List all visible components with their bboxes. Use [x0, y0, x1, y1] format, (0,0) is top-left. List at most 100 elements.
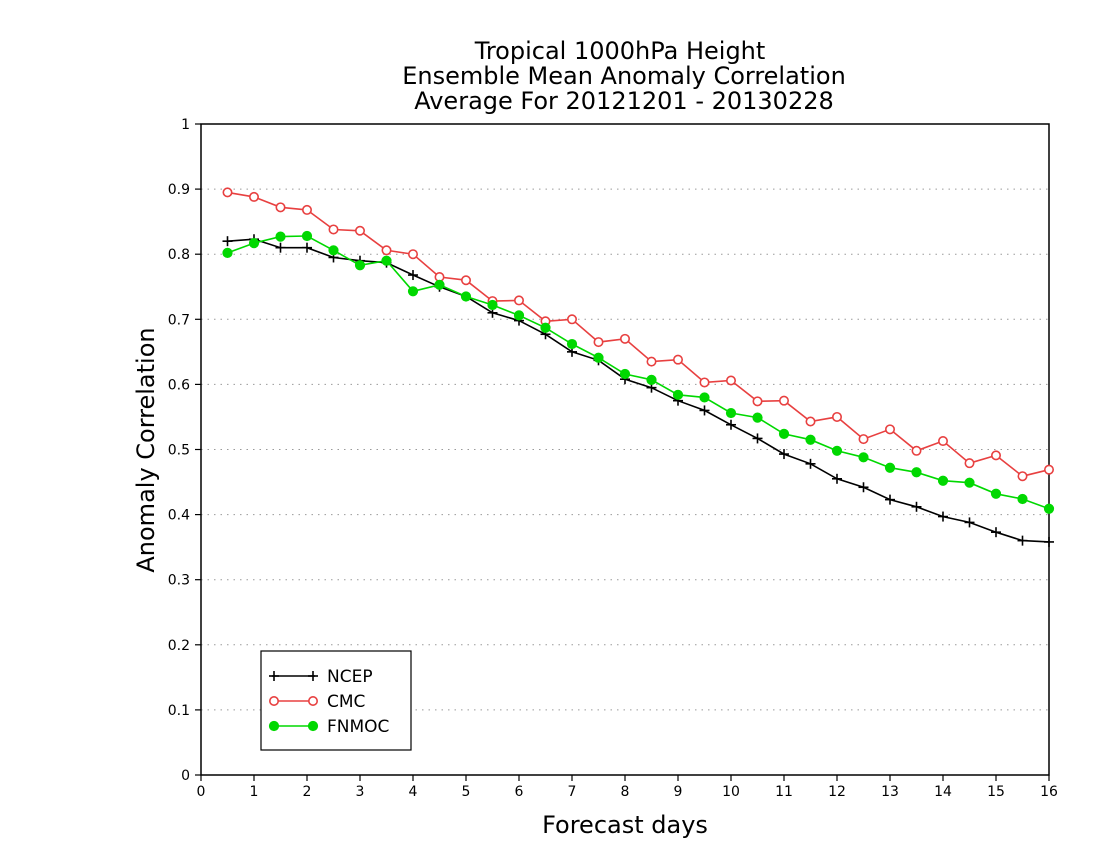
data-point-ncep: [1017, 535, 1028, 546]
data-point-cmc: [990, 450, 1001, 461]
data-point-fnmoc: [407, 286, 419, 297]
data-point-fnmoc: [540, 322, 551, 333]
data-point-cmc: [725, 375, 736, 386]
series-ncep: [222, 234, 1054, 547]
data-point-ncep: [1044, 536, 1054, 547]
y-tick-label: 1: [181, 117, 190, 133]
data-point-ncep: [779, 449, 789, 460]
title-line-2: Ensemble Mean Anomaly Correlation: [402, 62, 846, 90]
data-point-fnmoc: [566, 338, 578, 350]
data-point-cmc: [778, 395, 789, 406]
data-point-fnmoc: [619, 368, 631, 380]
x-axis-title: Forecast days: [542, 811, 708, 839]
x-tick-label: 16: [1040, 784, 1058, 800]
data-point-cmc: [354, 225, 365, 236]
legend-label-ncep: NCEP: [327, 667, 373, 687]
y-tick-label: 0.7: [168, 312, 190, 328]
data-point-ncep: [832, 473, 842, 484]
data-point-ncep: [726, 419, 736, 430]
legend-label-cmc: CMC: [327, 692, 365, 712]
legend-label-fnmoc: FNMOC: [327, 717, 389, 737]
x-tick-label: 2: [303, 784, 312, 800]
data-point-fnmoc: [752, 412, 763, 423]
series-cmc: [222, 187, 1055, 482]
data-point-ncep: [805, 458, 816, 469]
data-point-fnmoc: [328, 245, 339, 256]
data-point-cmc: [513, 295, 524, 306]
title-line-1: Tropical 1000hPa Height: [474, 37, 766, 65]
data-point-fnmoc: [381, 255, 392, 266]
data-point-cmc: [381, 245, 392, 256]
data-point-cmc: [831, 411, 842, 422]
x-tick-label: 4: [409, 784, 418, 800]
x-axis-ticks: 0 1 2 3 4 5 6 7 8 9 10 11 12 13 14 15 16: [197, 775, 1058, 800]
data-point-ncep: [991, 527, 1001, 538]
y-tick-label: 0.9: [168, 182, 190, 198]
x-tick-label: 10: [722, 784, 740, 800]
data-point-fnmoc: [434, 279, 445, 290]
title-line-3: Average For 20121201 - 20130228: [414, 87, 834, 115]
data-point-fnmoc: [275, 231, 286, 242]
y-tick-label: 0.3: [168, 573, 190, 589]
series-line-fnmoc: [227, 235, 1050, 510]
data-point-cmc: [222, 187, 233, 198]
data-point-fnmoc: [593, 352, 604, 363]
series-layer: [222, 187, 1055, 547]
data-point-fnmoc: [725, 407, 737, 419]
legend-item-fnmoc: FNMOC: [268, 717, 389, 737]
y-axis-title: Anomaly Correlation: [132, 327, 160, 572]
data-point-fnmoc: [460, 291, 472, 302]
x-tick-label: 9: [674, 784, 683, 800]
y-tick-label: 0.6: [168, 377, 190, 393]
x-tick-label: 12: [828, 784, 846, 800]
data-point-ncep: [302, 242, 312, 253]
data-point-cmc: [407, 249, 418, 260]
plot-frame: [200, 123, 1050, 776]
data-point-fnmoc: [487, 299, 498, 311]
x-tick-label: 11: [775, 784, 793, 800]
data-point-cmc: [460, 275, 471, 286]
data-point-fnmoc: [646, 374, 657, 385]
data-point-cmc: [566, 314, 577, 325]
y-tick-label: 0: [181, 768, 190, 784]
legend-marker-start: [268, 720, 280, 732]
data-point-ncep: [752, 433, 763, 444]
data-point-cmc: [619, 333, 630, 344]
data-point-cmc: [911, 445, 922, 456]
x-tick-label: 6: [515, 784, 524, 800]
data-point-cmc: [858, 434, 869, 445]
x-tick-label: 1: [250, 784, 259, 800]
data-point-fnmoc: [699, 392, 710, 403]
data-point-ncep: [275, 242, 286, 253]
legend-marker-start: [268, 695, 279, 706]
data-point-ncep: [408, 270, 418, 281]
legend: NCEP CMC FNMOC: [260, 650, 412, 751]
data-point-ncep: [858, 482, 869, 493]
x-tick-label: 15: [987, 784, 1005, 800]
y-tick-label: 0.1: [168, 703, 190, 719]
data-point-fnmoc: [513, 310, 525, 321]
data-point-cmc: [884, 424, 895, 435]
data-point-cmc: [249, 191, 260, 202]
y-tick-label: 0.4: [168, 508, 190, 524]
legend-marker-end: [308, 671, 318, 681]
data-point-fnmoc: [248, 238, 260, 249]
x-tick-label: 5: [462, 784, 471, 800]
data-point-ncep: [938, 511, 948, 522]
data-point-fnmoc: [1043, 503, 1055, 514]
series-line-ncep: [227, 238, 1050, 543]
y-tick-label: 0.5: [168, 443, 190, 459]
data-point-fnmoc: [937, 475, 949, 486]
data-point-fnmoc: [884, 462, 896, 473]
data-point-ncep: [222, 236, 233, 247]
series-fnmoc: [222, 230, 1055, 514]
data-point-fnmoc: [222, 247, 233, 258]
data-point-cmc: [646, 356, 657, 367]
data-point-cmc: [805, 416, 816, 427]
data-point-fnmoc: [990, 488, 1002, 499]
data-point-fnmoc: [1017, 493, 1028, 505]
legend-item-ncep: NCEP: [269, 667, 373, 687]
data-point-cmc: [301, 204, 312, 215]
data-point-cmc: [1017, 471, 1028, 482]
